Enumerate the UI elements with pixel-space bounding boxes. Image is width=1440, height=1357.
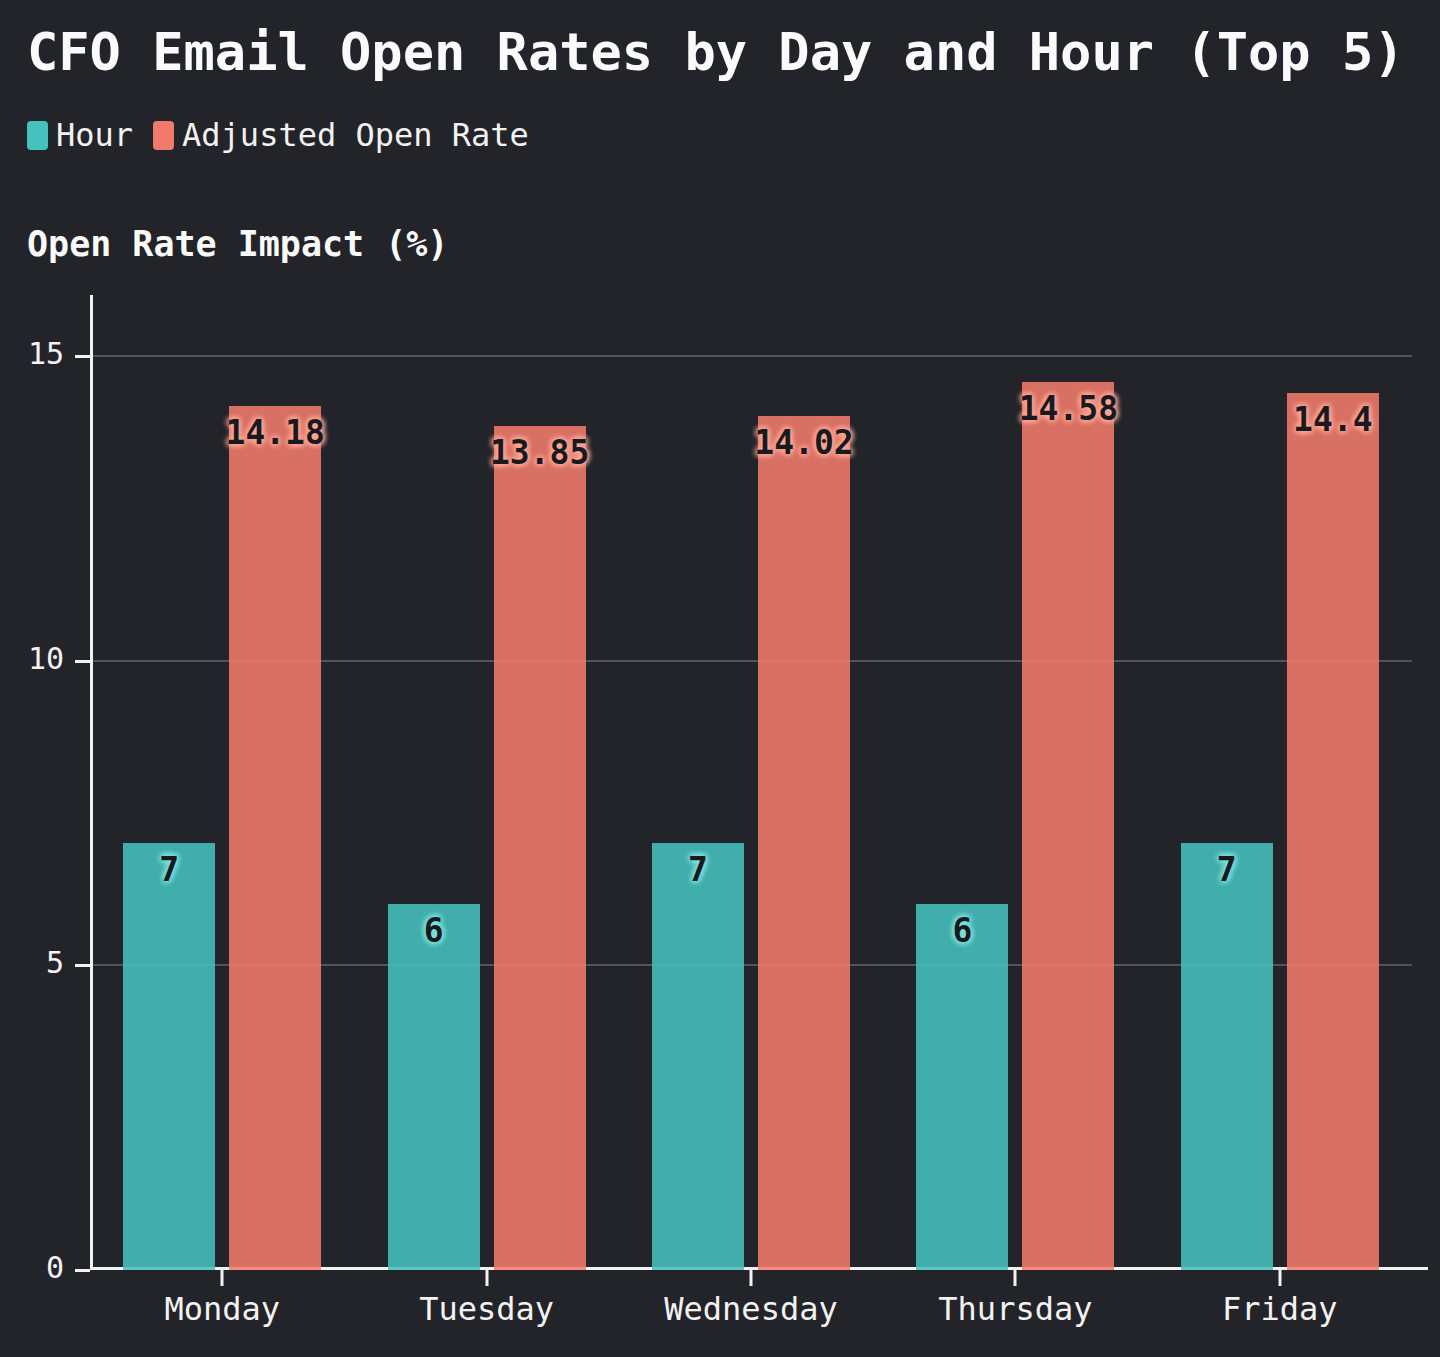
bar-hour-wednesday: 7 bbox=[652, 843, 744, 1270]
x-tick-mark bbox=[1278, 1270, 1281, 1286]
x-tick-label-tuesday: Tuesday bbox=[419, 1290, 554, 1328]
y-tick-label: 10 bbox=[28, 641, 64, 676]
bar-value-label: 14.58 bbox=[1019, 389, 1118, 428]
bar-hour-friday: 7 bbox=[1181, 843, 1273, 1270]
bar-adjusted-open-rate-thursday: 14.58 bbox=[1022, 382, 1114, 1270]
legend-label: Hour bbox=[56, 116, 133, 154]
y-tick-mark bbox=[75, 964, 90, 967]
y-tick-mark bbox=[75, 660, 90, 663]
bar-adjusted-open-rate-tuesday: 13.85 bbox=[494, 426, 586, 1270]
legend-item-adjusted-open-rate: Adjusted Open Rate bbox=[153, 116, 529, 154]
bar-group-friday: 714.4 bbox=[1148, 295, 1412, 1270]
x-tick-mark bbox=[485, 1270, 488, 1286]
y-tick-label: 0 bbox=[46, 1250, 64, 1285]
y-tick-mark bbox=[75, 1269, 90, 1272]
bar-group-thursday: 614.58 bbox=[883, 295, 1147, 1270]
x-tick-mark bbox=[221, 1270, 224, 1286]
bar-group-tuesday: 613.85 bbox=[354, 295, 618, 1270]
x-tick-label-thursday: Thursday bbox=[938, 1290, 1092, 1328]
bar-adjusted-open-rate-wednesday: 14.02 bbox=[758, 416, 850, 1270]
bar-group-wednesday: 714.02 bbox=[619, 295, 883, 1270]
bar-value-label: 7 bbox=[688, 850, 708, 889]
bar-hour-tuesday: 6 bbox=[388, 904, 480, 1270]
chart-window: CFO Email Open Rates by Day and Hour (To… bbox=[0, 0, 1440, 1357]
bar-hour-thursday: 6 bbox=[916, 904, 1008, 1270]
legend: Hour Adjusted Open Rate bbox=[27, 116, 529, 154]
x-tick-label-wednesday: Wednesday bbox=[664, 1290, 837, 1328]
bar-group-monday: 714.18 bbox=[90, 295, 354, 1270]
chart-title: CFO Email Open Rates by Day and Hour (To… bbox=[27, 22, 1405, 82]
y-axis-title: Open Rate Impact (%) bbox=[27, 224, 448, 264]
legend-swatch-icon bbox=[27, 121, 48, 150]
bar-value-label: 6 bbox=[424, 911, 444, 950]
x-tick-mark bbox=[1014, 1270, 1017, 1286]
bar-value-label: 14.02 bbox=[754, 423, 853, 462]
y-axis-line bbox=[90, 295, 93, 1270]
bar-adjusted-open-rate-friday: 14.4 bbox=[1287, 393, 1379, 1271]
plot-area: 051015714.18Monday613.85Tuesday714.02Wed… bbox=[90, 295, 1412, 1270]
bar-value-label: 6 bbox=[952, 911, 972, 950]
bar-value-label: 7 bbox=[159, 850, 179, 889]
y-tick-label: 15 bbox=[28, 336, 64, 371]
x-tick-mark bbox=[750, 1270, 753, 1286]
bar-value-label: 14.18 bbox=[226, 413, 325, 452]
x-tick-label-monday: Monday bbox=[164, 1290, 280, 1328]
bar-adjusted-open-rate-monday: 14.18 bbox=[229, 406, 321, 1270]
legend-item-hour: Hour bbox=[27, 116, 133, 154]
bar-value-label: 14.4 bbox=[1293, 400, 1372, 439]
legend-label: Adjusted Open Rate bbox=[182, 116, 529, 154]
bar-value-label: 13.85 bbox=[490, 433, 589, 472]
legend-swatch-icon bbox=[153, 121, 174, 150]
bar-value-label: 7 bbox=[1217, 850, 1237, 889]
x-tick-label-friday: Friday bbox=[1222, 1290, 1338, 1328]
y-tick-mark bbox=[75, 355, 90, 358]
y-tick-label: 5 bbox=[46, 945, 64, 980]
bar-hour-monday: 7 bbox=[123, 843, 215, 1270]
